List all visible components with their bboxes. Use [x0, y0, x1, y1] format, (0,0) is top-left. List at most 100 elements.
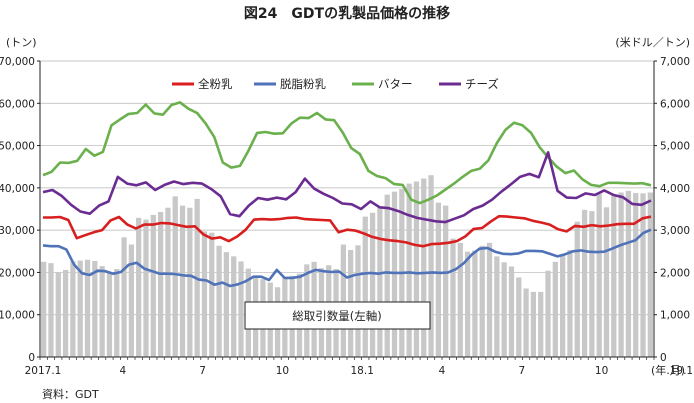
volume-bar	[406, 183, 412, 357]
volume-bar	[625, 190, 632, 357]
volume-bar	[501, 262, 507, 357]
right-tick-label: 0	[660, 352, 667, 364]
left-tick-label: 20,000	[0, 267, 35, 279]
x-tick-label: 7	[518, 365, 525, 377]
source-note: 資料：GDT	[42, 387, 99, 401]
volume-bar	[486, 242, 493, 357]
volume-bar	[84, 259, 91, 357]
volume-annotation: 総取引数量(左軸)	[244, 301, 431, 330]
volume-bar	[187, 207, 193, 357]
volume-bar	[355, 245, 361, 357]
volume-bar	[136, 217, 142, 357]
right-tick-label: 5,000	[660, 141, 690, 153]
volume-bar	[464, 251, 471, 357]
volume-bars	[41, 175, 653, 357]
volume-bar	[121, 237, 127, 357]
left-tick-label: 50,000	[0, 141, 35, 153]
volume-bar	[157, 211, 164, 357]
left-tick-label: 0	[28, 352, 35, 364]
volume-bar	[559, 254, 566, 357]
x-tick-label: 19.1	[670, 365, 693, 377]
volume-bar	[179, 205, 186, 357]
volume-bar	[70, 261, 76, 357]
volume-bar	[589, 211, 595, 357]
x-tick-label: 7	[199, 365, 206, 377]
volume-bar	[545, 270, 551, 357]
price-lines	[42, 101, 652, 288]
left-tick-label: 40,000	[0, 183, 35, 195]
volume-bar	[552, 261, 558, 357]
volume-bar	[377, 206, 383, 357]
volume-bar	[391, 191, 398, 357]
volume-bar	[340, 244, 346, 357]
volume-bar	[421, 178, 427, 357]
volume-bar	[633, 192, 639, 357]
volume-bar	[574, 221, 580, 357]
right-tick-label: 7,000	[660, 56, 690, 68]
volume-bar	[362, 216, 368, 357]
legend-label: 全粉乳	[198, 77, 233, 91]
x-tick-label: 10	[276, 365, 289, 377]
series-line	[42, 228, 652, 288]
volume-bar	[567, 250, 573, 357]
legend-label: バター	[378, 77, 413, 91]
volume-bar	[201, 231, 208, 357]
volume-bar	[143, 219, 149, 357]
volume-bar	[384, 194, 390, 357]
series-line	[42, 151, 652, 224]
volume-bar	[508, 266, 515, 357]
volume-bar	[457, 242, 463, 357]
x-tick-label: 4	[119, 365, 126, 377]
volume-bar	[165, 207, 171, 357]
series-line	[43, 214, 652, 248]
right-tick-label: 4,000	[660, 183, 690, 195]
volume-bar	[48, 263, 54, 357]
volume-annotation-box	[244, 301, 431, 330]
left-tick-label: 60,000	[0, 98, 35, 110]
volume-bar	[428, 175, 434, 357]
volume-bar	[450, 238, 456, 357]
volume-bar	[516, 277, 522, 357]
left-tick-label: 10,000	[0, 310, 35, 322]
volume-bar	[128, 244, 135, 357]
volume-bar	[238, 261, 244, 357]
volume-bar	[581, 209, 588, 357]
volume-bar	[62, 269, 69, 357]
volume-bar	[530, 291, 537, 357]
x-tick-label: 2017.1	[25, 365, 62, 377]
right-tick-label: 1,000	[660, 310, 690, 322]
volume-annotation-label: 総取引数量(左軸)	[292, 309, 381, 323]
right-tick-label: 2,000	[660, 267, 690, 279]
volume-bar	[603, 207, 610, 357]
volume-bar	[77, 260, 83, 357]
volume-bar	[216, 245, 222, 357]
volume-bar	[172, 196, 178, 357]
legend-label: 脱脂粉乳	[280, 77, 326, 91]
volume-bar	[640, 193, 646, 357]
legend-label: チーズ	[465, 77, 499, 91]
right-tick-label: 6,000	[660, 98, 690, 110]
legend: 全粉乳 脱脂粉乳 バター チーズ	[172, 77, 499, 91]
volume-bar	[223, 252, 230, 357]
chart-title: 図24 GDTの乳製品価格の推移	[244, 5, 450, 22]
volume-bar	[611, 194, 617, 357]
volume-bar	[55, 272, 61, 357]
gridlines	[40, 60, 654, 358]
volume-bar	[114, 269, 120, 357]
x-tick-label: 4	[439, 365, 446, 377]
volume-bar	[647, 192, 653, 357]
left-tick-label: 70,000	[0, 56, 35, 68]
volume-bar	[479, 245, 485, 357]
volume-bar	[443, 205, 449, 357]
volume-bar	[106, 272, 113, 357]
volume-bar	[209, 232, 215, 357]
volume-bar	[150, 214, 156, 357]
volume-bar	[41, 261, 47, 357]
volume-bar	[618, 192, 624, 357]
volume-bar	[596, 193, 602, 357]
volume-bar	[92, 261, 98, 357]
x-axis-unit: (年.月)	[651, 363, 685, 377]
volume-bar	[231, 256, 237, 357]
volume-bar	[369, 212, 376, 357]
